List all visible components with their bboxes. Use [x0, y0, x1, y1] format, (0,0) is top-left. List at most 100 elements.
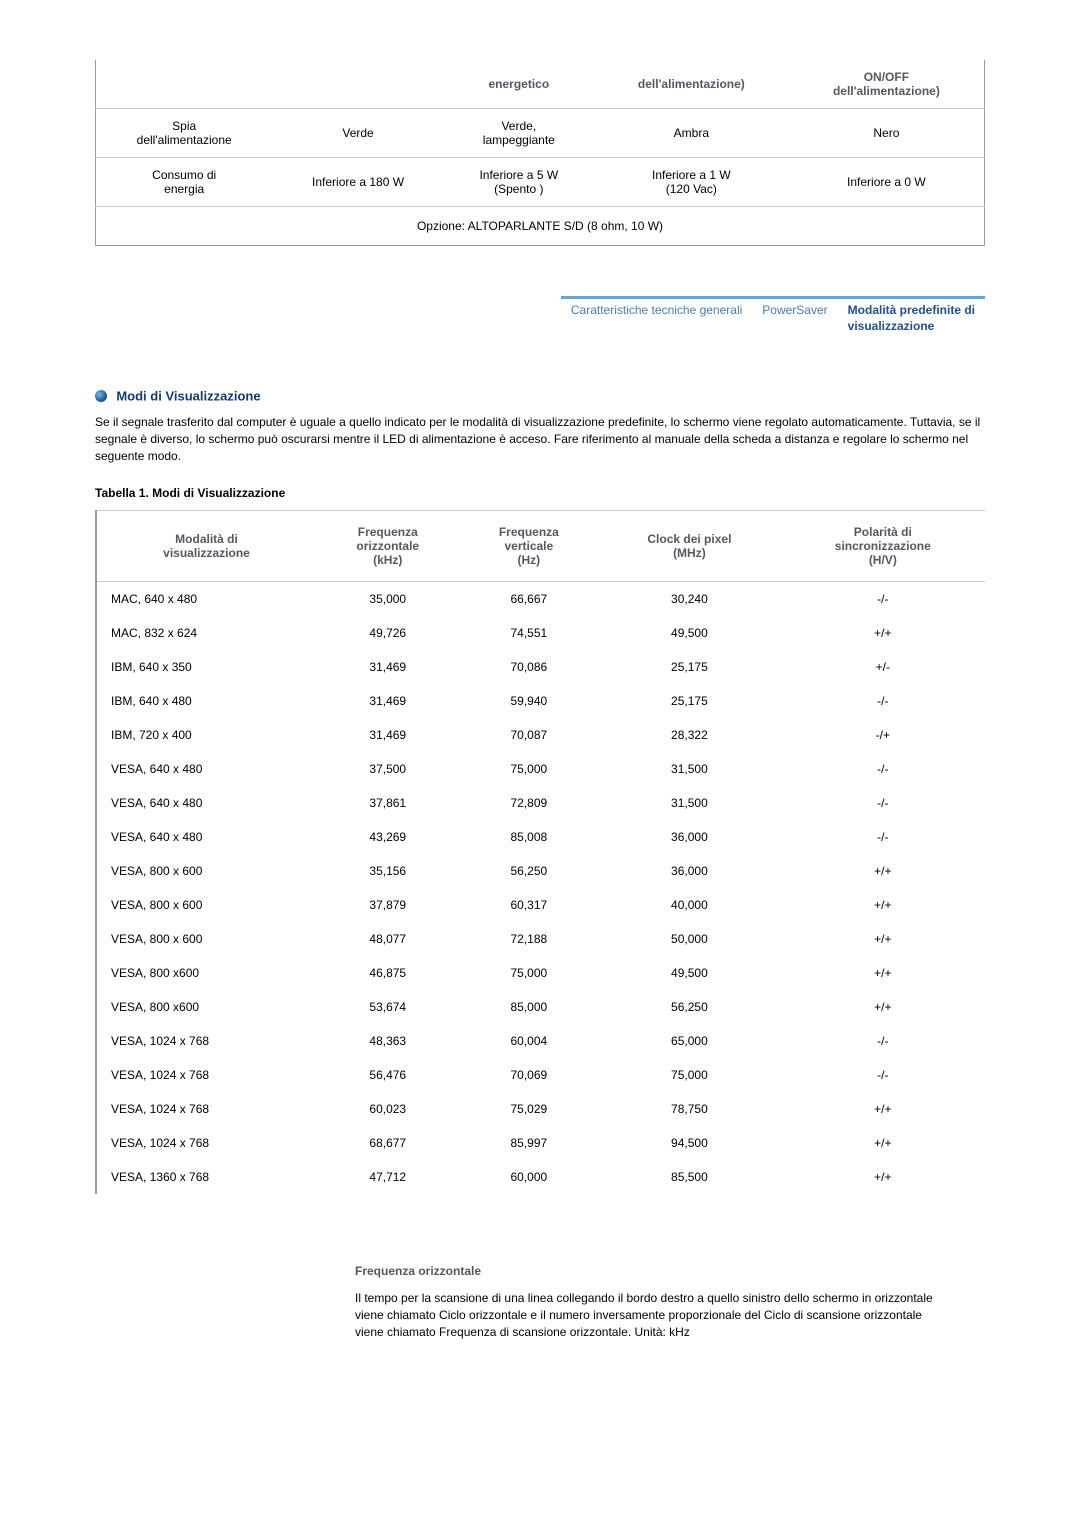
display-modes-cell: 60,000 [460, 1160, 599, 1194]
display-modes-cell: VESA, 640 x 480 [97, 820, 316, 854]
display-modes-cell: 31,469 [316, 684, 460, 718]
display-modes-cell: 75,029 [460, 1092, 599, 1126]
th-alimentazione: dell'alimentazione) [594, 60, 789, 109]
display-modes-cell: 60,023 [316, 1092, 460, 1126]
display-modes-th: Frequenza verticale (Hz) [460, 510, 599, 581]
display-modes-cell: +/+ [781, 854, 985, 888]
display-modes-table: Modalità di visualizzazioneFrequenza ori… [97, 510, 985, 1194]
option-row: Opzione: ALTOPARLANTE S/D (8 ohm, 10 W) [96, 207, 985, 246]
tab-caratteristiche[interactable]: Caratteristiche tecniche generali [561, 296, 752, 323]
display-modes-cell: 31,469 [316, 650, 460, 684]
display-modes-cell: 70,087 [460, 718, 599, 752]
display-modes-row: IBM, 720 x 40031,46970,08728,322-/+ [97, 718, 985, 752]
bullet-icon [95, 390, 107, 402]
power-table-cell: Consumo di energia [96, 158, 273, 207]
display-modes-cell: -/- [781, 786, 985, 820]
display-modes-cell: -/- [781, 820, 985, 854]
power-table-cell: Inferiore a 5 W (Spento ) [444, 158, 594, 207]
display-modes-cell: 75,000 [460, 956, 599, 990]
display-modes-cell: -/+ [781, 718, 985, 752]
display-modes-cell: 49,726 [316, 616, 460, 650]
display-modes-th: Modalità di visualizzazione [97, 510, 316, 581]
display-modes-row: VESA, 800 x60053,67485,00056,250+/+ [97, 990, 985, 1024]
display-modes-cell: 25,175 [598, 650, 780, 684]
display-modes-cell: 43,269 [316, 820, 460, 854]
footnote-title: Frequenza orizzontale [355, 1264, 935, 1278]
display-modes-cell: 66,667 [460, 581, 599, 616]
display-modes-cell: 31,500 [598, 786, 780, 820]
option-text: Opzione: ALTOPARLANTE S/D (8 ohm, 10 W) [96, 207, 985, 246]
display-modes-cell: 65,000 [598, 1024, 780, 1058]
power-table-cell: Inferiore a 1 W (120 Vac) [594, 158, 789, 207]
display-modes-row: IBM, 640 x 48031,46959,94025,175-/- [97, 684, 985, 718]
display-modes-cell: +/+ [781, 990, 985, 1024]
section-heading-text: Modi di Visualizzazione [116, 389, 260, 404]
display-modes-cell: +/+ [781, 616, 985, 650]
display-modes-row: VESA, 1024 x 76868,67785,99794,500+/+ [97, 1126, 985, 1160]
display-modes-row: IBM, 640 x 35031,46970,08625,175+/- [97, 650, 985, 684]
display-modes-cell: +/+ [781, 956, 985, 990]
display-modes-cell: 48,077 [316, 922, 460, 956]
display-modes-cell: VESA, 1024 x 768 [97, 1058, 316, 1092]
power-table-cell: Nero [789, 109, 985, 158]
th-empty1 [96, 60, 273, 109]
display-modes-cell: VESA, 1024 x 768 [97, 1092, 316, 1126]
display-modes-cell: 56,476 [316, 1058, 460, 1092]
display-modes-cell: 60,317 [460, 888, 599, 922]
display-modes-row: VESA, 800 x60046,87575,00049,500+/+ [97, 956, 985, 990]
display-modes-cell: 30,240 [598, 581, 780, 616]
display-modes-row: VESA, 640 x 48037,86172,80931,500-/- [97, 786, 985, 820]
display-modes-cell: VESA, 640 x 480 [97, 786, 316, 820]
display-modes-cell: 31,469 [316, 718, 460, 752]
display-modes-cell: 85,997 [460, 1126, 599, 1160]
display-modes-cell: -/- [781, 1058, 985, 1092]
display-modes-cell: IBM, 640 x 480 [97, 684, 316, 718]
section-paragraph: Se il segnale trasferito dal computer è … [95, 414, 985, 466]
display-modes-row: MAC, 640 x 48035,00066,66730,240-/- [97, 581, 985, 616]
display-modes-cell: 53,674 [316, 990, 460, 1024]
display-modes-row: VESA, 1024 x 76848,36360,00465,000-/- [97, 1024, 985, 1058]
display-modes-cell: 85,000 [460, 990, 599, 1024]
display-modes-cell: 35,156 [316, 854, 460, 888]
display-modes-row: VESA, 1024 x 76856,47670,06975,000-/- [97, 1058, 985, 1092]
display-modes-cell: -/- [781, 581, 985, 616]
display-modes-row: VESA, 800 x 60048,07772,18850,000+/+ [97, 922, 985, 956]
display-modes-cell: +/+ [781, 1160, 985, 1194]
display-modes-cell: +/+ [781, 888, 985, 922]
display-modes-cell: 50,000 [598, 922, 780, 956]
power-table-cell: Verde, lampeggiante [444, 109, 594, 158]
display-modes-cell: 35,000 [316, 581, 460, 616]
display-modes-cell: 56,250 [460, 854, 599, 888]
display-modes-cell: 85,500 [598, 1160, 780, 1194]
display-modes-row: VESA, 640 x 48037,50075,00031,500-/- [97, 752, 985, 786]
display-modes-cell: 72,188 [460, 922, 599, 956]
section-heading: Modi di Visualizzazione [95, 388, 985, 403]
tab-powersaver[interactable]: PowerSaver [752, 296, 837, 323]
display-modes-cell: -/- [781, 684, 985, 718]
display-modes-cell: 78,750 [598, 1092, 780, 1126]
display-modes-row: VESA, 640 x 48043,26985,00836,000-/- [97, 820, 985, 854]
display-modes-row: VESA, 800 x 60037,87960,31740,000+/+ [97, 888, 985, 922]
display-modes-cell: 72,809 [460, 786, 599, 820]
display-modes-th: Clock dei pixel (MHz) [598, 510, 780, 581]
display-modes-cell: +/+ [781, 922, 985, 956]
display-modes-row: VESA, 1360 x 76847,71260,00085,500+/+ [97, 1160, 985, 1194]
th-empty2 [272, 60, 443, 109]
display-modes-cell: -/- [781, 752, 985, 786]
display-modes-cell: 37,879 [316, 888, 460, 922]
tabs-bar: Caratteristiche tecniche generaliPowerSa… [561, 296, 985, 340]
footnote-body: Il tempo per la scansione di una linea c… [355, 1290, 935, 1342]
display-modes-cell: 37,500 [316, 752, 460, 786]
tab-modalità[interactable]: Modalità predefinite di visualizzazione [838, 296, 985, 340]
display-modes-header: Modalità di visualizzazioneFrequenza ori… [97, 510, 985, 581]
power-states-table: energetico dell'alimentazione) ON/OFF de… [95, 60, 985, 246]
table-caption: Tabella 1. Modi di Visualizzazione [95, 486, 985, 500]
power-table-cell: Ambra [594, 109, 789, 158]
display-modes-cell: 25,175 [598, 684, 780, 718]
display-modes-cell: 70,086 [460, 650, 599, 684]
display-modes-cell: IBM, 720 x 400 [97, 718, 316, 752]
power-table-header: energetico dell'alimentazione) ON/OFF de… [96, 60, 985, 109]
display-modes-cell: 31,500 [598, 752, 780, 786]
power-table-row: Consumo di energiaInferiore a 180 WInfer… [96, 158, 985, 207]
display-modes-cell: 85,008 [460, 820, 599, 854]
